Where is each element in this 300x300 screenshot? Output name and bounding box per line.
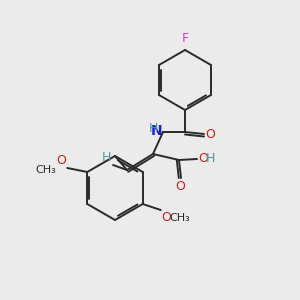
Text: O: O: [162, 211, 172, 224]
Text: CH₃: CH₃: [170, 213, 190, 223]
Text: N: N: [150, 124, 162, 138]
Text: O: O: [198, 152, 208, 164]
Text: F: F: [182, 32, 189, 45]
Text: O: O: [175, 180, 185, 193]
Text: H: H: [148, 122, 158, 136]
Text: O: O: [56, 154, 66, 167]
Text: CH₃: CH₃: [35, 165, 56, 175]
Text: O: O: [205, 128, 215, 142]
Text: H: H: [206, 152, 215, 164]
Text: H: H: [102, 151, 111, 164]
